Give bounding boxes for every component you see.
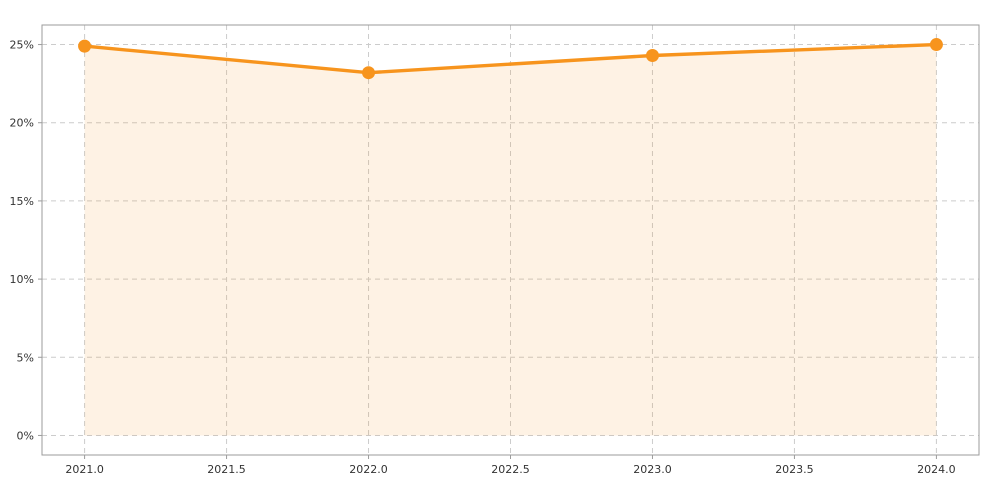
data-point-marker [362, 66, 376, 80]
data-point-marker [78, 39, 92, 53]
x-tick-label: 2023.0 [633, 463, 672, 476]
y-tick-label: 5% [17, 351, 34, 364]
x-tick-label: 2024.0 [917, 463, 956, 476]
data-point-marker [645, 48, 659, 62]
y-tick-label: 10% [10, 273, 34, 286]
x-tick-label: 2022.0 [349, 463, 388, 476]
x-tick-label: 2021.5 [207, 463, 246, 476]
y-tick-label: 0% [17, 429, 34, 442]
x-tick-label: 2021.0 [65, 463, 104, 476]
y-tick-label: 20% [10, 117, 34, 130]
x-tick-label: 2022.5 [491, 463, 530, 476]
y-tick-label: 25% [10, 39, 34, 52]
data-point-marker [929, 38, 943, 52]
trend-line [82, 42, 939, 75]
area-fill [84, 44, 937, 436]
x-tick-label: 2023.5 [775, 463, 814, 476]
y-tick-label: 15% [10, 195, 34, 208]
